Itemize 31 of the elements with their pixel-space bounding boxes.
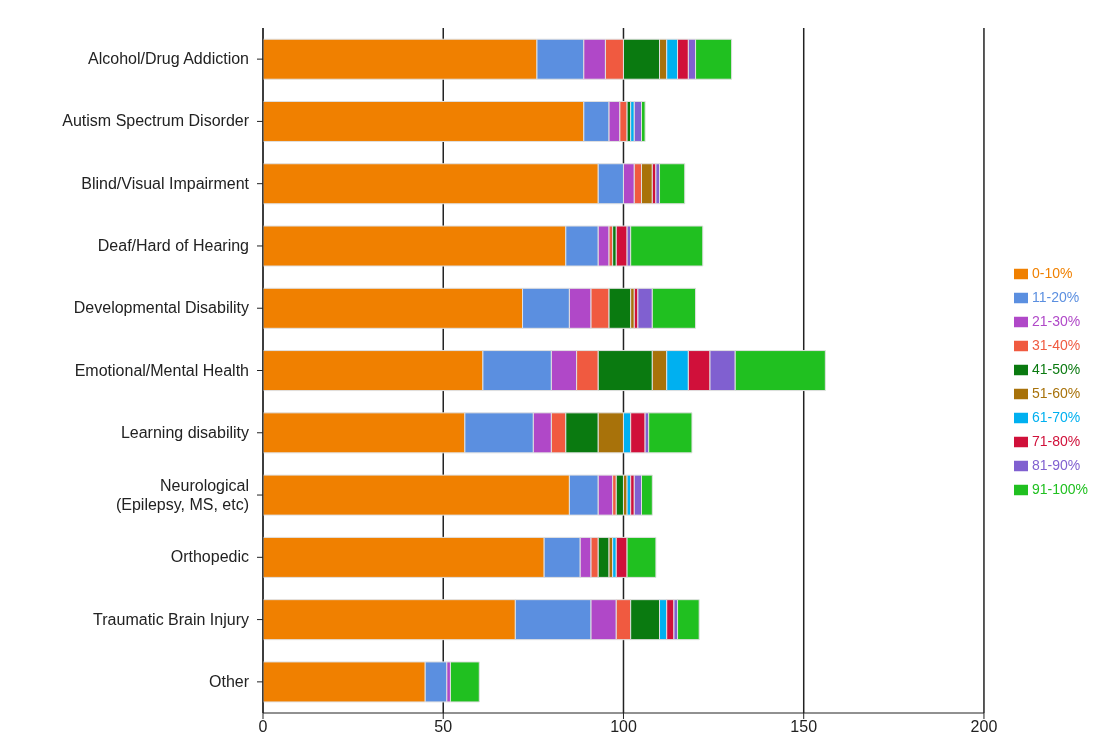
legend-label: 61-70%: [1031, 408, 1081, 425]
y-tick-label: Learning disability: [120, 423, 249, 441]
x-tick-label: 200: [970, 718, 998, 736]
y-tick-label: Alcohol/Drug Addiction: [88, 50, 249, 68]
y-tick-label: Neurological (Epilepsy, MS, etc): [115, 477, 249, 514]
y-tick-label: Orthopedic: [170, 548, 249, 566]
legend-label: 71-80%: [1031, 432, 1081, 449]
y-tick-label: Developmental Disability: [73, 299, 249, 317]
y-tick-label: Emotional/Mental Health: [74, 361, 249, 379]
bar: [659, 163, 686, 205]
bar: [648, 412, 693, 454]
y-tick-label: Other: [208, 672, 250, 690]
bar: [630, 225, 704, 267]
legend-label: 21-30%: [1031, 312, 1081, 329]
legend-label: 51-60%: [1031, 384, 1081, 401]
x-tick-label: 100: [610, 718, 637, 736]
x-tick-label: 50: [434, 718, 453, 736]
legend-label: 31-40%: [1031, 336, 1081, 353]
y-tick-label: Autism Spectrum Disorder: [62, 112, 250, 130]
legend-label: 81-90%: [1031, 456, 1081, 473]
legend-label: 41-50%: [1031, 360, 1081, 377]
legend-label: 91-100%: [1031, 480, 1088, 497]
x-tick-label: 150: [790, 718, 818, 736]
y-tick-label: Blind/Visual Impairment: [81, 174, 250, 192]
bar: [449, 661, 480, 703]
bar: [677, 599, 700, 641]
y-tick-label: Deaf/Hard of Hearing: [97, 236, 249, 254]
legend-label: 0-10%: [1031, 264, 1073, 281]
y-tick-label: Traumatic Brain Injury: [93, 610, 249, 628]
x-tick-label: 0: [258, 718, 268, 736]
legend-label: 11-20%: [1031, 288, 1080, 305]
